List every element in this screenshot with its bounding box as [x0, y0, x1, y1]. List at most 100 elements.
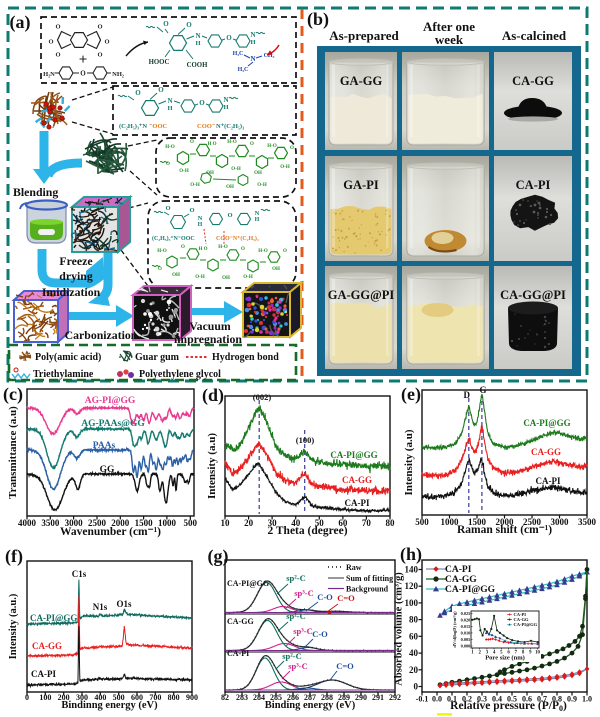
- svg-text:O: O: [226, 34, 232, 42]
- svg-text:impregnation: impregnation: [174, 332, 242, 346]
- svg-text:20: 20: [409, 665, 419, 675]
- svg-text:Polyethylene glycol: Polyethylene glycol: [139, 369, 221, 380]
- svg-text:3500: 3500: [41, 518, 60, 528]
- svg-text:Hydrogen bond: Hydrogen bond: [212, 352, 279, 363]
- svg-text:O-H: O-H: [280, 165, 290, 170]
- svg-text:O: O: [283, 249, 287, 254]
- svg-text:sp²-C: sp²-C: [282, 651, 302, 661]
- svg-text:50: 50: [315, 518, 325, 528]
- svg-text:O: O: [189, 207, 194, 214]
- svg-text:Poly(amic acid): Poly(amic acid): [35, 352, 101, 363]
- svg-text:0.8: 0.8: [552, 695, 562, 704]
- svg-text:C1s: C1s: [72, 569, 87, 579]
- svg-text:Intensity (a.u.): Intensity (a.u.): [8, 593, 19, 659]
- svg-text:O-H: O-H: [257, 183, 267, 188]
- svg-text:8: 8: [522, 651, 525, 656]
- svg-text:288: 288: [321, 693, 333, 702]
- svg-text:O: O: [290, 146, 294, 151]
- svg-text:N: N: [250, 55, 255, 63]
- svg-text:1.0: 1.0: [582, 695, 592, 704]
- svg-text:800: 800: [168, 693, 180, 702]
- svg-text:1000: 1000: [158, 518, 177, 528]
- svg-text:2000: 2000: [111, 518, 130, 528]
- svg-text:sp³-C: sp³-C: [288, 661, 308, 671]
- svg-text:10: 10: [221, 518, 231, 528]
- svg-text:N: N: [223, 96, 228, 104]
- svg-text:GG: GG: [100, 465, 115, 475]
- svg-text:N: N: [195, 32, 200, 40]
- svg-text:0.6: 0.6: [522, 695, 532, 704]
- svg-text:2 Theta (degree): 2 Theta (degree): [267, 525, 347, 537]
- svg-text:C-O: C-O: [312, 629, 328, 639]
- svg-text:GA-PI: GA-PI: [343, 178, 379, 192]
- svg-text:OH: OH: [206, 171, 214, 176]
- svg-text:G: G: [479, 385, 486, 395]
- svg-text:CA-PI: CA-PI: [31, 669, 56, 679]
- svg-text:CA-PI@GG: CA-PI@GG: [227, 579, 269, 588]
- svg-text:H: H: [198, 222, 203, 228]
- svg-text:O: O: [227, 212, 232, 219]
- svg-text:O: O: [135, 89, 141, 97]
- svg-text:O: O: [55, 24, 60, 31]
- svg-text:O: O: [199, 99, 205, 107]
- svg-text:AG-PI@GG: AG-PI@GG: [85, 396, 136, 406]
- svg-text:CA-PI@GG: CA-PI@GG: [330, 450, 377, 460]
- svg-text:283: 283: [236, 693, 248, 702]
- svg-text:After one: After one: [423, 19, 475, 34]
- svg-text:-0.1: -0.1: [416, 695, 429, 704]
- svg-text:O: O: [163, 20, 169, 28]
- svg-text:1: 1: [471, 651, 474, 656]
- svg-text:sp²-C: sp²-C: [286, 611, 306, 621]
- svg-text:CA-PI@GG: CA-PI@GG: [30, 613, 77, 623]
- svg-text:PAAs: PAAs: [93, 441, 116, 451]
- svg-text:HOOC: HOOC: [149, 59, 170, 66]
- svg-text:3000: 3000: [551, 517, 570, 527]
- svg-text:300: 300: [76, 693, 88, 702]
- svg-text:OH: OH: [272, 267, 280, 272]
- svg-text:Sum of fitting: Sum of fitting: [346, 574, 393, 583]
- svg-text:Transmittance (a.u): Transmittance (a.u): [7, 406, 19, 499]
- svg-text:500: 500: [184, 518, 198, 528]
- svg-text:40: 40: [291, 518, 301, 528]
- svg-text:(f): (f): [5, 546, 23, 567]
- svg-text:(d): (d): [202, 385, 224, 406]
- svg-text:(h): (h): [400, 544, 422, 565]
- svg-text:drying: drying: [59, 269, 93, 283]
- svg-text:COO⁻N⁺(C₂H₅)₃: COO⁻N⁺(C₂H₅)₃: [216, 235, 259, 242]
- svg-text:Triethylamine: Triethylamine: [33, 369, 94, 380]
- svg-text:OH: OH: [222, 276, 230, 281]
- svg-text:CA-PI@GG: CA-PI@GG: [523, 418, 570, 428]
- svg-text:C=O: C=O: [337, 593, 355, 603]
- svg-text:3000: 3000: [65, 518, 84, 528]
- svg-text:0.9: 0.9: [567, 695, 577, 704]
- svg-text:(c): (c): [3, 384, 23, 405]
- svg-text:Absorbed volume (cm³/g): Absorbed volume (cm³/g): [394, 572, 405, 686]
- svg-text:CA-PI: CA-PI: [536, 476, 561, 486]
- svg-text:As-calcined: As-calcined: [502, 28, 567, 43]
- svg-text:0.5: 0.5: [507, 695, 517, 704]
- svg-text:1000: 1000: [441, 517, 460, 527]
- svg-text:(C₂H₅)₃⁺N⁻OOC: (C₂H₅)₃⁺N⁻OOC: [152, 235, 195, 242]
- svg-text:Raman shift (cm⁻¹): Raman shift (cm⁻¹): [457, 524, 552, 536]
- svg-text:O: O: [97, 24, 102, 31]
- svg-text:OH: OH: [226, 185, 234, 190]
- svg-text:70: 70: [362, 518, 372, 528]
- svg-text:H: H: [167, 105, 172, 112]
- svg-text:Imidization: Imidization: [42, 285, 101, 299]
- svg-text:0.3: 0.3: [477, 695, 487, 704]
- svg-text:CA-PI@GG: CA-PI@GG: [514, 622, 538, 627]
- svg-text:30: 30: [268, 518, 278, 528]
- svg-text:0.000: 0.000: [461, 644, 471, 649]
- svg-text:600: 600: [131, 693, 143, 702]
- svg-text:H: H: [223, 104, 228, 111]
- svg-text:N: N: [198, 215, 203, 222]
- svg-text:H₃C: H₃C: [233, 51, 244, 57]
- svg-text:CA-PI@GG: CA-PI@GG: [445, 585, 496, 595]
- svg-text:287: 287: [304, 693, 316, 702]
- svg-text:H-O: H-O: [165, 145, 175, 150]
- svg-text:200: 200: [58, 693, 70, 702]
- svg-text:(a): (a): [10, 12, 31, 33]
- svg-text:OH: OH: [172, 273, 180, 278]
- svg-text:H: H: [255, 217, 260, 223]
- svg-text:140: 140: [405, 564, 419, 574]
